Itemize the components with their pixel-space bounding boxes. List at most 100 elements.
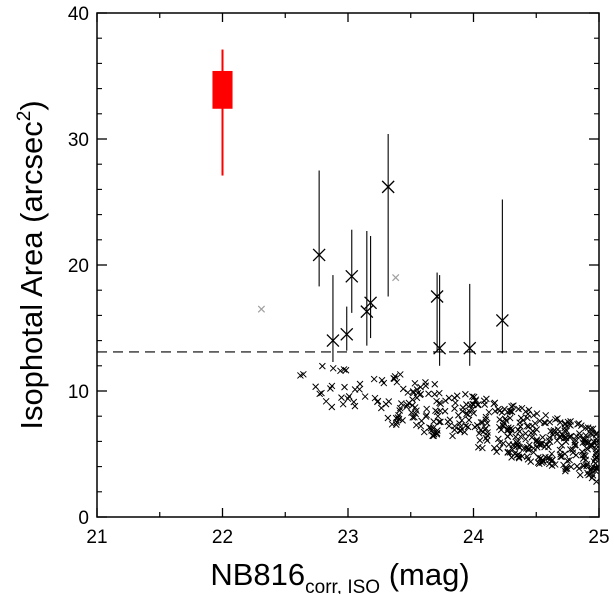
field-point-411 xyxy=(564,457,571,465)
field-point-408 xyxy=(572,441,579,449)
field-point-197-stroke-b xyxy=(499,440,507,447)
field-point-377-stroke-b xyxy=(581,438,589,446)
field-point-397 xyxy=(581,451,588,459)
field-point-74-stroke-b xyxy=(390,375,398,382)
field-point-54-stroke-b xyxy=(546,418,554,426)
x-tick-label-23: 23 xyxy=(337,527,358,548)
field-point-294-stroke-b xyxy=(465,407,473,414)
field-point-242-stroke-b xyxy=(339,400,347,408)
field-point-368 xyxy=(420,428,428,436)
field-point-101-stroke-b xyxy=(475,443,482,451)
field-point-292 xyxy=(593,464,600,472)
field-point-418-stroke-b xyxy=(593,465,600,472)
field-point-278-stroke-b xyxy=(422,382,430,390)
field-point-419-stroke-b xyxy=(585,471,592,479)
field-point-258-stroke-b xyxy=(469,400,477,408)
field-point-407 xyxy=(578,448,586,456)
field-point-392-stroke-b xyxy=(535,460,543,468)
field-point-415 xyxy=(388,420,396,428)
field-point-233-stroke-b xyxy=(350,398,358,406)
field-point-52 xyxy=(351,402,359,410)
field-point-275-stroke-b xyxy=(536,417,544,425)
selected-point-1 xyxy=(326,334,340,348)
field-point-271 xyxy=(433,429,441,437)
field-point-350 xyxy=(497,426,505,434)
field-point-350-stroke-b xyxy=(497,426,505,434)
field-point-363 xyxy=(515,443,523,451)
field-point-330 xyxy=(588,466,596,474)
field-point-149-stroke-b xyxy=(504,448,512,456)
field-point-287-stroke-b xyxy=(556,446,564,454)
field-point-318-stroke-b xyxy=(393,378,401,386)
field-point-384-stroke-b xyxy=(584,424,592,431)
field-point-168-stroke-b xyxy=(430,432,437,440)
field-point-277 xyxy=(517,423,524,430)
field-point-244 xyxy=(562,438,570,446)
field-point-184 xyxy=(392,414,400,422)
field-point-227 xyxy=(399,417,406,424)
field-point-69 xyxy=(329,364,337,372)
field-point-392 xyxy=(535,460,543,468)
field-point-61-stroke-b xyxy=(465,416,473,424)
field-point-321-stroke-b xyxy=(543,441,550,448)
field-point-184-stroke-b xyxy=(392,414,400,422)
field-point-344 xyxy=(523,453,531,461)
field-point-68-stroke-b xyxy=(512,433,520,441)
field-point-303 xyxy=(571,436,579,444)
field-point-321 xyxy=(543,441,550,448)
field-point-369 xyxy=(445,422,453,430)
field-point-312-stroke-b xyxy=(463,410,470,418)
field-point-302-stroke-b xyxy=(427,424,435,432)
field-point-252 xyxy=(312,383,319,391)
field-point-319-stroke-b xyxy=(385,398,393,405)
field-point-391 xyxy=(540,419,548,426)
field-point-246-stroke-b xyxy=(583,462,590,470)
field-point-371 xyxy=(433,408,441,416)
field-point-178-stroke-b xyxy=(338,394,345,401)
y-tick-label-30: 30 xyxy=(68,130,89,151)
selected-point-10-stroke-b xyxy=(495,313,509,327)
field-point-208 xyxy=(501,415,509,423)
field-point-395-stroke-b xyxy=(409,388,417,395)
field-point-219 xyxy=(397,400,405,407)
field-point-153 xyxy=(483,395,490,403)
field-point-388 xyxy=(545,437,553,444)
field-point-235-stroke-b xyxy=(411,413,418,421)
field-point-362 xyxy=(370,375,378,383)
selected-point-3-stroke-b xyxy=(345,269,359,283)
field-point-351 xyxy=(590,438,597,445)
field-point-381-stroke-b xyxy=(580,462,587,470)
field-point-89 xyxy=(542,419,549,427)
field-point-361-stroke-b xyxy=(514,441,522,448)
field-point-189 xyxy=(508,426,516,434)
field-point-296 xyxy=(445,394,453,402)
field-point-131-stroke-b xyxy=(533,410,541,417)
field-point-193-stroke-b xyxy=(566,456,573,464)
field-point-97 xyxy=(510,402,517,410)
field-point-356 xyxy=(351,386,359,393)
x-axis-title-sub: corr, ISO xyxy=(305,577,380,594)
field-point-387-stroke-b xyxy=(423,405,431,413)
field-point-153-stroke-b xyxy=(483,395,490,403)
field-point-380 xyxy=(449,432,456,440)
field-point-44 xyxy=(462,390,469,398)
field-point-359-stroke-b xyxy=(475,429,483,437)
field-point-336-stroke-b xyxy=(470,409,478,417)
field-point-80 xyxy=(522,435,530,443)
field-point-290 xyxy=(322,397,330,405)
field-point-315 xyxy=(496,416,504,423)
field-point-406 xyxy=(344,395,352,403)
field-point-99 xyxy=(549,456,556,464)
field-point-383 xyxy=(479,419,486,426)
field-point-270 xyxy=(404,389,412,396)
field-point-283 xyxy=(567,432,575,440)
field-point-39 xyxy=(560,434,568,442)
field-point-313-stroke-b xyxy=(318,389,325,397)
field-point-114-stroke-b xyxy=(479,444,486,452)
field-point-314 xyxy=(590,458,598,465)
selected-point-10 xyxy=(495,313,509,327)
field-point-338 xyxy=(559,431,566,439)
field-point-409-stroke-b xyxy=(589,431,596,439)
field-point-312 xyxy=(463,410,470,418)
field-point-360-stroke-b xyxy=(539,433,546,441)
